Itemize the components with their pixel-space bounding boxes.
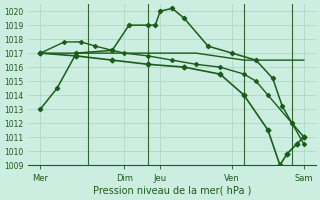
X-axis label: Pression niveau de la mer( hPa ): Pression niveau de la mer( hPa ) <box>93 186 251 196</box>
